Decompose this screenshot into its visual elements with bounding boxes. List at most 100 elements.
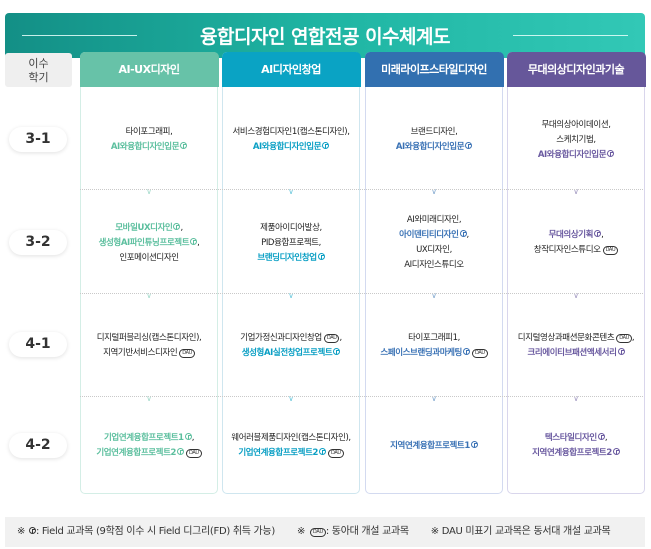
course-item: 인포메이션디자인 [119, 251, 179, 266]
chevron-down-icon: ∨ [573, 291, 579, 300]
course-item: AI와미래디자인, [406, 213, 462, 228]
title-decor-line [513, 35, 628, 36]
course-item: 타이포그래피, [126, 125, 173, 140]
field-icon [180, 142, 188, 149]
chevron-down-icon: ∨ [146, 187, 152, 196]
course-name: UX디자인, [416, 245, 452, 255]
field-icon [617, 348, 625, 355]
course-name: 지역기반서비스디자인 [103, 348, 178, 358]
course-name: 브랜딩디자인창업 [257, 252, 317, 263]
field-icon [173, 222, 181, 230]
course-item: 창작디자인스튜디오 DAU [533, 243, 619, 258]
course-item: 브랜딩디자인창업 [257, 251, 325, 266]
semester-header-line: 학기 [28, 71, 49, 84]
course-cell: 무대의상아이데이션, 스케치기법, AI와융합디자인입문 [508, 100, 644, 180]
course-name: AI와융합디자인입문 [395, 142, 465, 152]
course-cell: 디지털영상과패션문화콘텐츠 DAU, 크리에이티브패션액세서리 [508, 306, 644, 386]
chevron-down-icon: ∨ [573, 187, 579, 196]
course-name: 기업가정신과디자인창업 [240, 333, 322, 343]
course-cell: 브랜드디자인, AI와융합디자인입문 [366, 100, 502, 180]
row-divider [80, 293, 643, 294]
course-item: 웨어러블제품디자인(캡스톤디자인), [231, 431, 351, 446]
course-item: 기업가정신과디자인창업 DAU, [240, 331, 342, 346]
dau-badge: DAU [186, 449, 202, 458]
course-cell: 기업가정신과디자인창업 DAU, 생성형AI실전창업프로젝트 [223, 306, 359, 386]
chevron-down-icon: ∨ [288, 187, 294, 196]
course-item: 모바일UX디자인, [115, 221, 183, 236]
course-name: 서비스경험디자인1(캡스톤디자인), [232, 127, 350, 137]
course-name: AI와융합디자인입문 [252, 142, 322, 152]
field-icon [190, 237, 198, 245]
chevron-down-icon: ∨ [288, 291, 294, 300]
course-name: 지역연계융합프로젝트2 [532, 448, 612, 458]
course-item: 제품아이디어발상, [260, 221, 322, 236]
track-header: AI-UX디자인 [79, 51, 219, 87]
semester-badge: 3-1 [9, 127, 67, 152]
track-header: 미래라이프스타일디자인 [364, 51, 504, 87]
course-item: 무대의상기획, [549, 228, 604, 243]
course-item: 지역연계융합프로젝트1 [390, 439, 478, 454]
chevron-down-icon: ∨ [288, 394, 294, 403]
dau-badge: DAU [616, 334, 632, 343]
course-item: 기업연계융합프로젝트2 DAU [96, 446, 202, 461]
field-icon [177, 448, 185, 455]
chevron-down-icon: ∨ [431, 394, 437, 403]
course-name: 생성형AI실전창업프로젝트 [241, 348, 333, 358]
course-item: 텍스타일디자인, [544, 431, 608, 446]
course-name: 무대의상아이데이션, [541, 119, 611, 130]
course-name: 타이포그래피1, [408, 333, 460, 343]
field-icon [319, 448, 327, 455]
course-cell: 기업연계융합프로젝트1, 기업연계융합프로젝트2 DAU [81, 406, 217, 486]
course-name: AI와융합디자인입문 [537, 149, 607, 160]
course-item: 아이덴티티디자인, [399, 228, 469, 243]
course-cell: 제품아이디어발상, PID융합프로젝트, 브랜딩디자인창업 [223, 203, 359, 283]
course-item: 디지털퍼블리싱(캡스톤디자인), [97, 331, 202, 346]
field-icon [462, 348, 470, 355]
semester-badge: 4-2 [9, 433, 67, 458]
course-cell: 모바일UX디자인, 생성형AI파인튜닝프로젝트, 인포메이션디자인 [81, 203, 217, 283]
course-item: 스페이스브랜딩과마케팅 DAU [380, 346, 488, 361]
legend-dau: ※ DAU: 동아대 개설 교과목 [296, 526, 409, 537]
course-name: AI디자인스튜디오 [404, 260, 464, 270]
course-name: 디지털퍼블리싱(캡스톤디자인), [96, 333, 202, 343]
track-header: AI디자인창업 [221, 51, 361, 87]
dau-badge: DAU [328, 449, 344, 458]
course-cell: 타이포그래피, AI와융합디자인입문 [81, 100, 217, 180]
course-name: 크리에이티브패션액세서리 [527, 348, 617, 358]
course-name: 인포메이션디자인 [119, 252, 179, 263]
chevron-down-icon: ∨ [431, 291, 437, 300]
course-item: 생성형AI파인튜닝프로젝트, [99, 236, 200, 251]
course-name: 아이덴티티디자인 [399, 230, 459, 240]
title-decor-line [22, 35, 137, 36]
course-name: 창작디자인스튜디오 [533, 245, 601, 255]
course-item: 서비스경험디자인1(캡스톤디자인), [232, 125, 349, 140]
course-name: 스페이스브랜딩과마케팅 [380, 348, 462, 358]
course-name: 기업연계융합프로젝트1 [103, 433, 184, 443]
course-name: 텍스타일디자인 [544, 433, 597, 443]
field-icon [607, 149, 615, 157]
course-name: 지역연계융합프로젝트1 [390, 440, 470, 451]
row-divider [80, 189, 643, 190]
course-name: 타이포그래피, [125, 127, 173, 137]
dau-badge: DAU [309, 528, 326, 537]
course-name: 제품아이디어발상, [260, 222, 322, 233]
track-column: 무대의상디자인과기술 무대의상아이데이션, 스케치기법, AI와융합디자인입문 무대의상… [506, 51, 646, 494]
course-name: AI와미래디자인, [406, 215, 462, 225]
semester-badge: 3-2 [9, 230, 67, 255]
semester-header: 이수 학기 [5, 53, 72, 87]
separator: , [466, 230, 470, 240]
course-item: 기업연계융합프로젝트1, [104, 431, 194, 446]
field-icon [594, 230, 602, 237]
field-icon [333, 348, 341, 355]
separator: , [191, 433, 195, 443]
separator: , [604, 433, 608, 443]
field-icon [184, 433, 192, 440]
course-item: 지역기반서비스디자인 DAU [103, 346, 195, 361]
course-item: AI와융합디자인입문 [252, 140, 330, 155]
field-icon [459, 230, 467, 237]
course-item: 생성형AI실전창업프로젝트 [242, 346, 341, 361]
row-divider [80, 396, 643, 397]
